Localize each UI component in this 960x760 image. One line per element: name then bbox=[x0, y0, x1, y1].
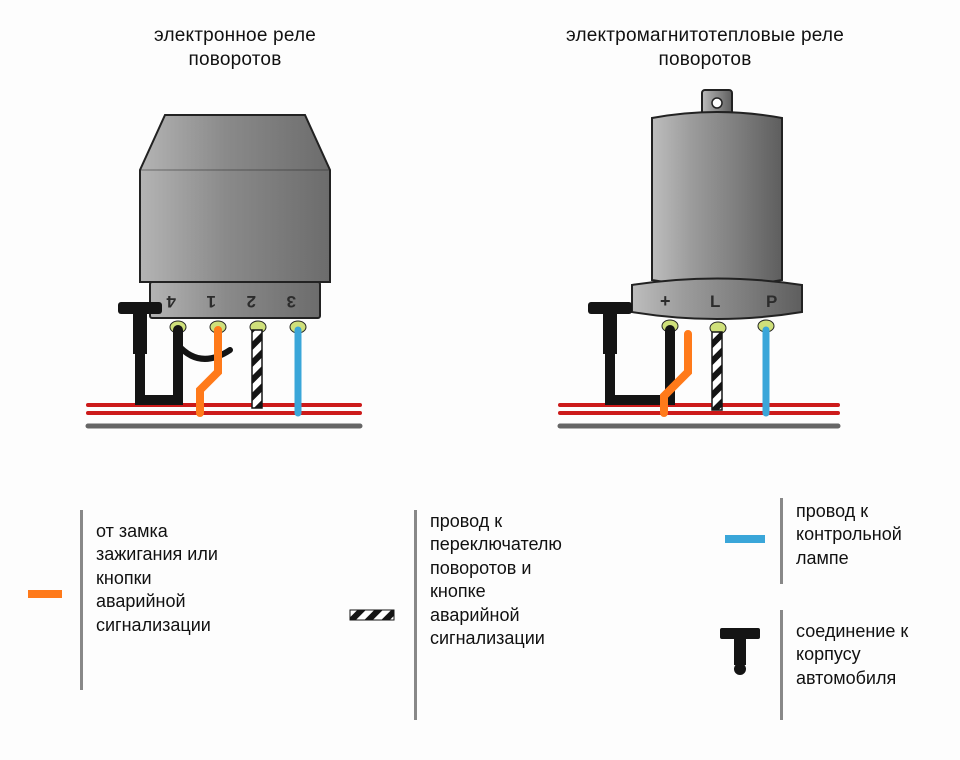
svg-text:2: 2 bbox=[247, 292, 256, 311]
legend-bar-4 bbox=[780, 610, 783, 720]
svg-text:P: P bbox=[766, 292, 777, 311]
right-relay: + L P bbox=[632, 90, 802, 334]
legend-bar-1 bbox=[80, 510, 83, 690]
legend-text-striped: провод к переключателю поворотов и кнопк… bbox=[430, 510, 562, 650]
svg-text:1: 1 bbox=[207, 292, 216, 311]
svg-text:4: 4 bbox=[166, 292, 176, 311]
svg-text:3: 3 bbox=[287, 292, 296, 311]
right-wires bbox=[560, 302, 838, 426]
legend-text-blue: провод к контрольной лампе bbox=[796, 500, 902, 570]
left-wires bbox=[88, 302, 360, 426]
svg-text:+: + bbox=[660, 291, 671, 311]
left-relay: 4 1 2 3 bbox=[140, 115, 330, 333]
legend-bar-3 bbox=[780, 498, 783, 584]
legend-bar-2 bbox=[414, 510, 417, 720]
legend-text-orange: от замка зажигания или кнопки аварийной … bbox=[96, 520, 218, 637]
svg-text:L: L bbox=[710, 292, 720, 311]
legend-text-ground: соединение к корпусу автомобиля bbox=[796, 620, 908, 690]
